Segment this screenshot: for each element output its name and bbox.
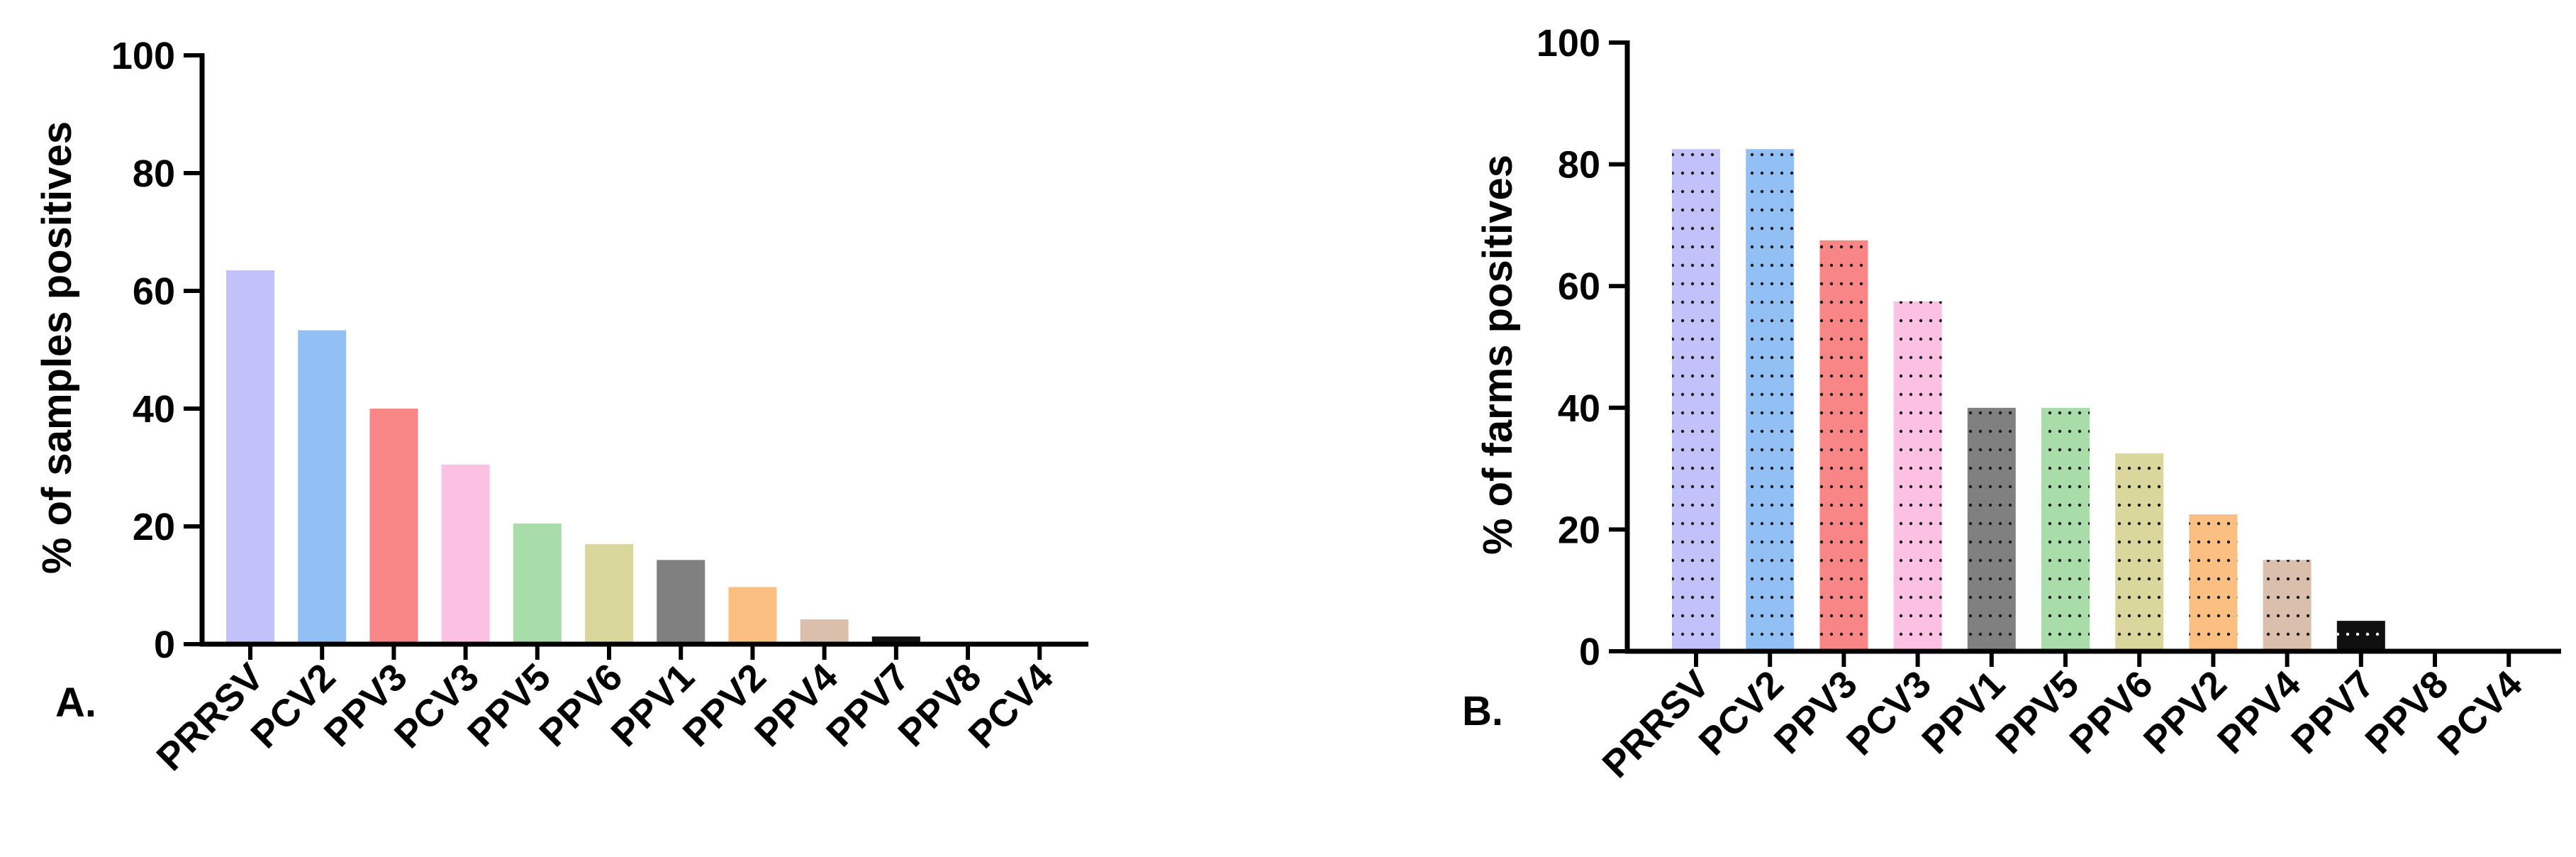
- bar-pattern-b-ppv7: [2336, 621, 2385, 651]
- axes-b: [1624, 40, 2561, 667]
- bar-a-ppv2: [728, 587, 777, 644]
- bar-a-ppv1: [657, 560, 706, 644]
- x-label-b-ppv2: PPV2: [2136, 663, 2235, 762]
- panel-label-b: B.: [1462, 688, 1503, 734]
- x-label-b-pcv2: PCV2: [1691, 663, 1792, 763]
- x-label-b-ppv3: PPV3: [1766, 663, 1866, 762]
- x-label-a-pcv3: PCV3: [386, 656, 487, 756]
- bar-a-ppv5: [513, 523, 562, 644]
- x-label-b-ppv6: PPV6: [2062, 663, 2161, 762]
- bar-pattern-b-ppv3: [1819, 240, 1868, 651]
- chart-panel-a: % of samples positives A. 0 20 40 60 80 100 P…: [34, 35, 1088, 779]
- chart-panel-b: % of farms positives B. 0 20 40 60 80 100 PRR…: [1462, 22, 2561, 786]
- bars-b: [1672, 149, 2385, 651]
- x-labels-a: PRRSVPCV2PPV3PCV3PPV5PPV6PPV1PPV2PPV4PPV…: [149, 656, 1061, 779]
- x-label-b-ppv5: PPV5: [1987, 663, 2087, 762]
- y-tick-label-b-100: 100: [1537, 22, 1600, 65]
- bar-a-ppv4: [800, 619, 849, 644]
- x-label-b-ppv4: PPV4: [2209, 663, 2309, 762]
- bar-a-ppv6: [585, 543, 633, 644]
- x-labels-b: PRRSVPCV2PPV3PCV3PPV1PPV5PPV6PPV2PPV4PPV…: [1595, 663, 2531, 786]
- y-tick-label-a-20: 20: [133, 506, 175, 548]
- y-tick-label-a-100: 100: [111, 35, 175, 77]
- y-tick-label-a-40: 40: [133, 388, 175, 431]
- y-axis-label-b: % of farms positives: [1475, 155, 1521, 555]
- y-tick-label-a-80: 80: [133, 153, 175, 195]
- bar-a-pcv2: [298, 330, 347, 644]
- bar-pattern-b-pcv2: [1746, 149, 1795, 651]
- x-label-b-pcv3: PCV3: [1839, 663, 1939, 763]
- x-label-b-ppv8: PPV8: [2357, 663, 2456, 762]
- y-ticks-b: 0 20 40 60 80 100: [1537, 22, 1627, 673]
- x-label-a-pcv2: PCV2: [243, 656, 344, 756]
- bar-pattern-b-ppv4: [2263, 560, 2312, 651]
- x-label-a-ppv7: PPV7: [818, 656, 918, 755]
- bar-pattern-b-ppv2: [2189, 514, 2238, 651]
- bar-pattern-b-ppv5: [2041, 407, 2090, 651]
- bar-pattern-b-ppv1: [1967, 407, 2016, 651]
- x-label-a-ppv2: PPV2: [675, 656, 774, 755]
- y-tick-label-b-40: 40: [1558, 387, 1600, 430]
- x-label-a-ppv5: PPV5: [459, 656, 559, 755]
- y-axis-label-a: % of samples positives: [34, 121, 80, 574]
- y-tick-label-b-60: 60: [1558, 265, 1600, 308]
- y-tick-label-b-80: 80: [1558, 144, 1600, 187]
- bar-pattern-b-ppv6: [2115, 453, 2164, 651]
- panel-label-a: A.: [55, 680, 96, 726]
- y-ticks-a: 0 20 40 60 80 100: [111, 35, 202, 666]
- x-label-a-pcv4: PCV4: [961, 656, 1061, 756]
- bar-a-ppv7: [871, 636, 920, 644]
- bars-a: [226, 270, 920, 644]
- x-label-b-pcv4: PCV4: [2430, 663, 2531, 763]
- y-tick-label-b-20: 20: [1558, 509, 1600, 551]
- axes-a: [199, 53, 1088, 660]
- y-tick-label-a-0: 0: [154, 624, 175, 666]
- bar-a-prrsv: [226, 270, 274, 644]
- x-label-a-ppv6: PPV6: [531, 656, 630, 755]
- x-label-a-ppv4: PPV4: [747, 656, 846, 755]
- x-label-a-ppv1: PPV1: [603, 656, 703, 755]
- y-tick-label-a-60: 60: [133, 270, 175, 313]
- bar-a-ppv3: [369, 409, 418, 644]
- y-tick-label-b-0: 0: [1579, 631, 1600, 673]
- bar-pattern-b-pcv3: [1893, 301, 1942, 651]
- bar-pattern-b-prrsv: [1672, 149, 1720, 651]
- x-label-b-ppv7: PPV7: [2283, 663, 2382, 762]
- bar-a-pcv3: [441, 464, 490, 644]
- x-label-b-ppv1: PPV1: [1914, 663, 2013, 762]
